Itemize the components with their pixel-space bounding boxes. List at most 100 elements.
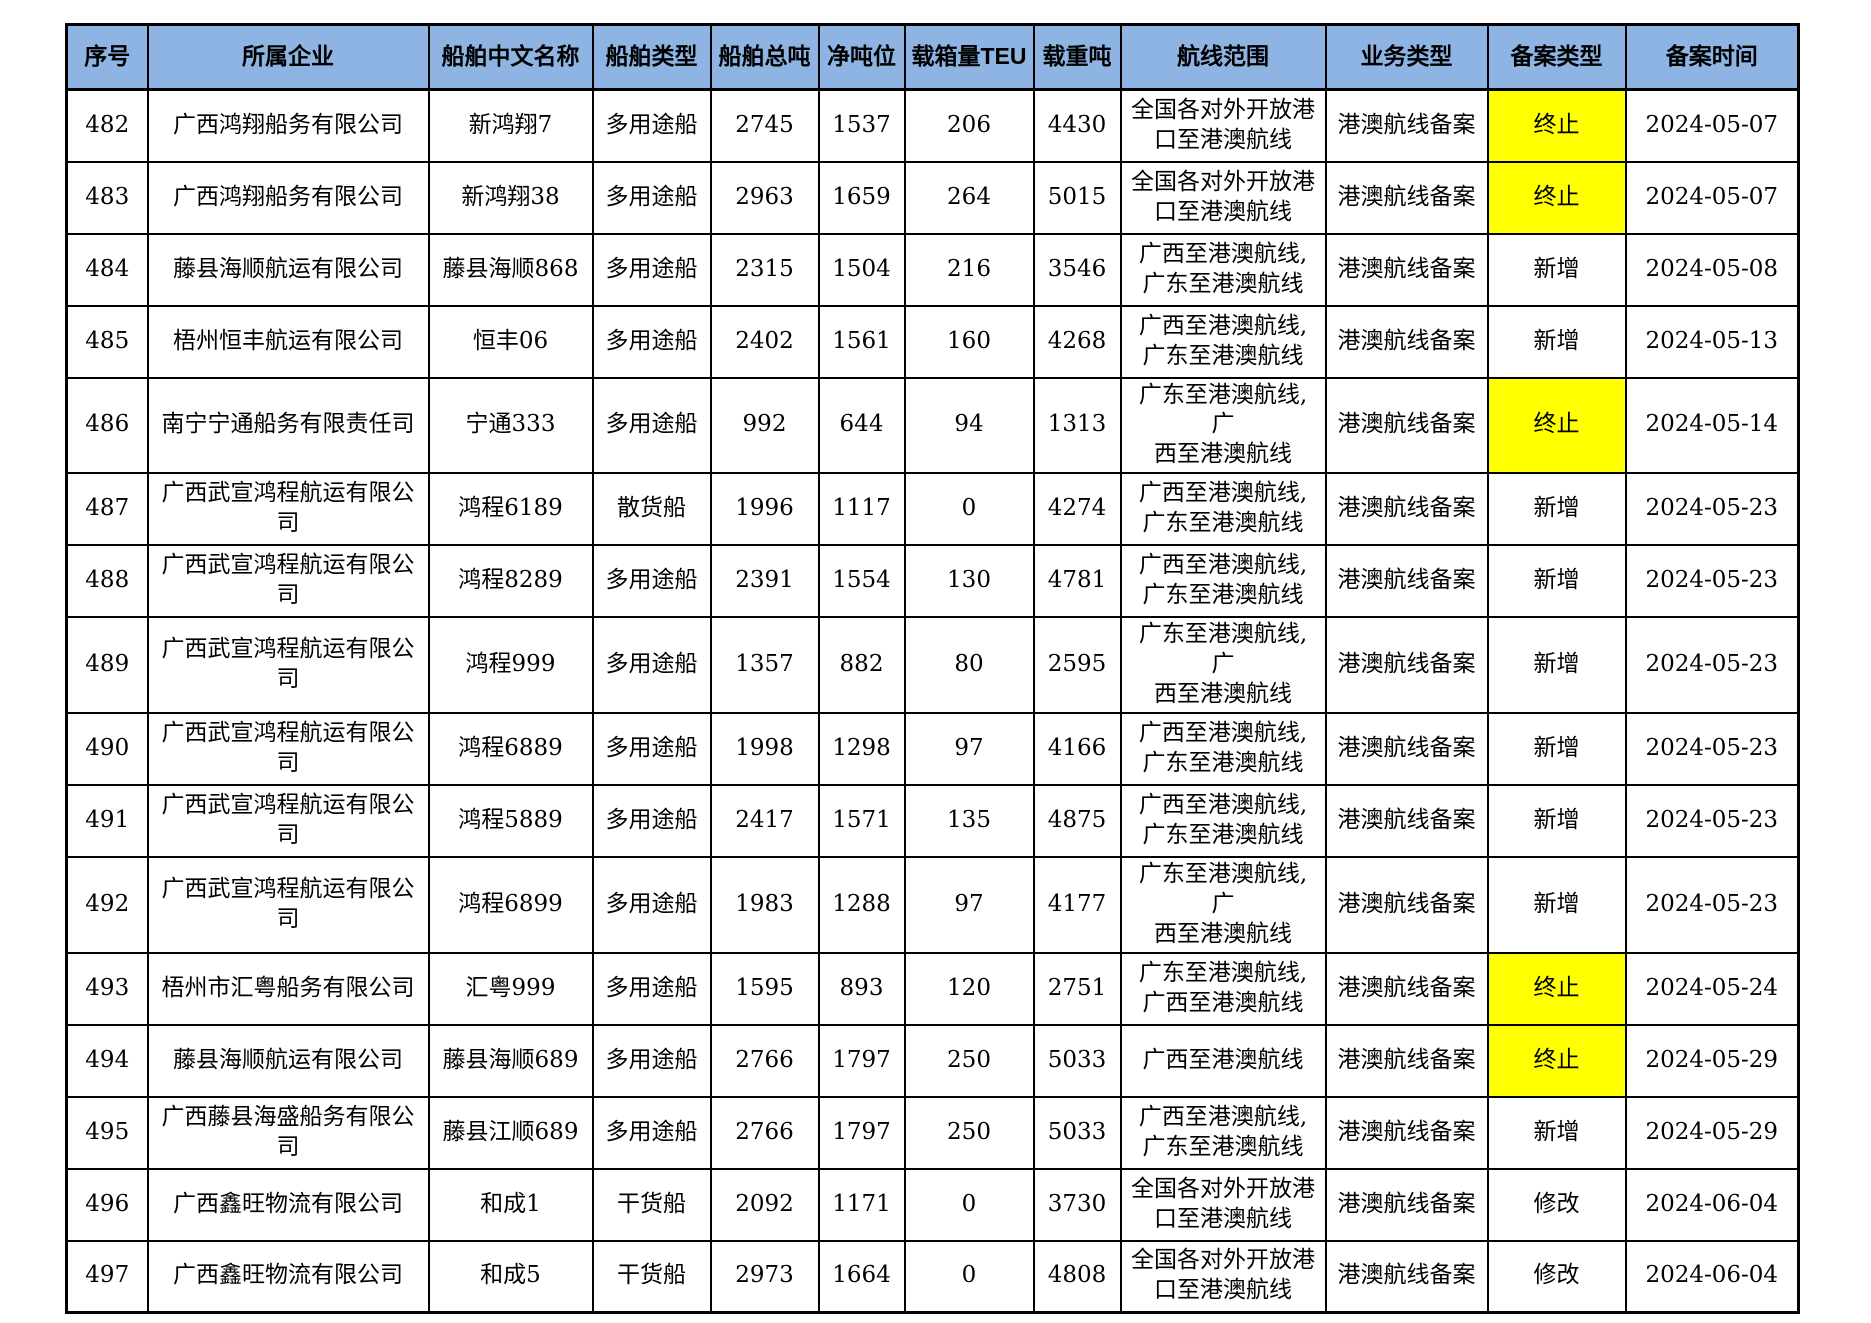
cell-ship_type: 多用途船	[591, 232, 712, 307]
cell-gross_tonnage: 2417	[709, 783, 820, 858]
cell-ship_name: 恒丰06	[427, 304, 594, 379]
cell-seq: 482	[65, 88, 149, 163]
cell-record_date: 2024-05-13	[1624, 304, 1800, 379]
cell-ship_type: 多用途船	[591, 376, 712, 475]
cell-company: 梧州市汇粤船务有限公司	[146, 951, 430, 1026]
cell-company: 广西武宣鸿程航运有限公司	[146, 616, 430, 714]
column-header-record_type: 备案类型	[1486, 23, 1627, 91]
cell-dwt: 4808	[1032, 1239, 1122, 1314]
cell-record_type: 新增	[1486, 616, 1627, 714]
table-row: 483 广西鸿翔船务有限公司 新鸿翔38 多用途船 2963 1659 264 5015 全国各…	[65, 160, 1800, 235]
cell-ship_name: 藤县海顺689	[427, 1023, 594, 1098]
cell-seq: 497	[65, 1239, 149, 1314]
vessel-record-table: 序号 所属企业 船舶中文名称 船舶类型 船舶总吨 净吨位 载箱量TEU 载重吨 航线范围 业务类型…	[65, 23, 1800, 1315]
column-header-seq: 序号	[65, 23, 149, 91]
cell-route: 广西至港澳航线, 广东至港澳航线	[1119, 544, 1327, 619]
cell-net_tonnage: 1298	[817, 711, 906, 786]
cell-gross_tonnage: 2745	[709, 88, 820, 163]
table-body: 482 广西鸿翔船务有限公司 新鸿翔7 多用途船 2745 1537 206 4430 全国各对…	[65, 88, 1800, 1314]
cell-business_type: 港澳航线备案	[1324, 855, 1489, 954]
cell-ship_name: 汇粤999	[427, 951, 594, 1026]
cell-dwt: 3546	[1032, 232, 1122, 307]
cell-record_date: 2024-05-07	[1624, 88, 1800, 163]
column-header-route: 航线范围	[1119, 23, 1327, 91]
cell-route: 广东至港澳航线,广 西至港澳航线	[1119, 855, 1327, 954]
cell-seq: 492	[65, 855, 149, 954]
cell-dwt: 5033	[1032, 1095, 1122, 1170]
cell-record_date: 2024-05-23	[1624, 472, 1800, 547]
cell-seq: 493	[65, 951, 149, 1026]
cell-net_tonnage: 1797	[817, 1023, 906, 1098]
cell-gross_tonnage: 2766	[709, 1095, 820, 1170]
cell-dwt: 4166	[1032, 711, 1122, 786]
cell-business_type: 港澳航线备案	[1324, 1095, 1489, 1170]
cell-record_date: 2024-05-08	[1624, 232, 1800, 307]
cell-ship_name: 和成1	[427, 1167, 594, 1242]
cell-company: 广西武宣鸿程航运有限公司	[146, 711, 430, 786]
cell-ship_type: 干货船	[591, 1239, 712, 1314]
table-row: 485 梧州恒丰航运有限公司 恒丰06 多用途船 2402 1561 160 4268 广西至港…	[65, 304, 1800, 379]
table-row: 488 广西武宣鸿程航运有限公司 鸿程8289 多用途船 2391 1554 130 4781…	[65, 544, 1800, 619]
cell-seq: 490	[65, 711, 149, 786]
cell-record_type: 修改	[1486, 1239, 1627, 1314]
cell-company: 广西武宣鸿程航运有限公司	[146, 783, 430, 858]
cell-record_date: 2024-05-24	[1624, 951, 1800, 1026]
table-row: 497 广西鑫旺物流有限公司 和成5 干货船 2973 1664 0 4808 全国各对外开放港…	[65, 1239, 1800, 1314]
cell-route: 全国各对外开放港 口至港澳航线	[1119, 1167, 1327, 1242]
cell-teu: 135	[903, 783, 1035, 858]
column-header-company: 所属企业	[146, 23, 430, 91]
cell-seq: 483	[65, 160, 149, 235]
cell-gross_tonnage: 2402	[709, 304, 820, 379]
cell-seq: 486	[65, 376, 149, 475]
cell-net_tonnage: 1117	[817, 472, 906, 547]
cell-dwt: 2595	[1032, 616, 1122, 714]
cell-net_tonnage: 1288	[817, 855, 906, 954]
cell-net_tonnage: 1504	[817, 232, 906, 307]
cell-dwt: 5033	[1032, 1023, 1122, 1098]
cell-teu: 80	[903, 616, 1035, 714]
cell-ship_type: 多用途船	[591, 1023, 712, 1098]
cell-net_tonnage: 1554	[817, 544, 906, 619]
cell-record_type: 新增	[1486, 232, 1627, 307]
cell-company: 广西藤县海盛船务有限公司	[146, 1095, 430, 1170]
column-header-ship_type: 船舶类型	[591, 23, 712, 91]
cell-net_tonnage: 882	[817, 616, 906, 714]
cell-dwt: 4430	[1032, 88, 1122, 163]
cell-dwt: 4781	[1032, 544, 1122, 619]
cell-ship_name: 新鸿翔7	[427, 88, 594, 163]
cell-company: 广西鸿翔船务有限公司	[146, 88, 430, 163]
cell-seq: 484	[65, 232, 149, 307]
cell-company: 广西鑫旺物流有限公司	[146, 1239, 430, 1314]
table-row: 490 广西武宣鸿程航运有限公司 鸿程6889 多用途船 1998 1298 97 4166 广…	[65, 711, 1800, 786]
cell-gross_tonnage: 1998	[709, 711, 820, 786]
cell-business_type: 港澳航线备案	[1324, 160, 1489, 235]
cell-record_date: 2024-05-23	[1624, 711, 1800, 786]
cell-teu: 120	[903, 951, 1035, 1026]
cell-record_type: 终止	[1486, 1023, 1627, 1098]
cell-teu: 0	[903, 472, 1035, 547]
cell-company: 广西鑫旺物流有限公司	[146, 1167, 430, 1242]
cell-record_date: 2024-05-23	[1624, 616, 1800, 714]
cell-business_type: 港澳航线备案	[1324, 304, 1489, 379]
cell-seq: 495	[65, 1095, 149, 1170]
cell-ship_type: 多用途船	[591, 711, 712, 786]
cell-ship_name: 鸿程999	[427, 616, 594, 714]
cell-ship_name: 藤县海顺868	[427, 232, 594, 307]
cell-gross_tonnage: 992	[709, 376, 820, 475]
cell-net_tonnage: 1797	[817, 1095, 906, 1170]
cell-record_date: 2024-05-14	[1624, 376, 1800, 475]
table-row: 492 广西武宣鸿程航运有限公司 鸿程6899 多用途船 1983 1288 97 4177 广…	[65, 855, 1800, 954]
cell-business_type: 港澳航线备案	[1324, 783, 1489, 858]
cell-net_tonnage: 1664	[817, 1239, 906, 1314]
cell-gross_tonnage: 2092	[709, 1167, 820, 1242]
cell-dwt: 4177	[1032, 855, 1122, 954]
cell-dwt: 5015	[1032, 160, 1122, 235]
cell-record_type: 修改	[1486, 1167, 1627, 1242]
cell-teu: 130	[903, 544, 1035, 619]
cell-ship_type: 多用途船	[591, 88, 712, 163]
column-header-dwt: 载重吨	[1032, 23, 1122, 91]
table-row: 486 南宁宁通船务有限责任司 宁通333 多用途船 992 644 94 1313 广东至港澳…	[65, 376, 1800, 475]
cell-ship_type: 干货船	[591, 1167, 712, 1242]
cell-ship_type: 多用途船	[591, 855, 712, 954]
cell-record_type: 终止	[1486, 376, 1627, 475]
